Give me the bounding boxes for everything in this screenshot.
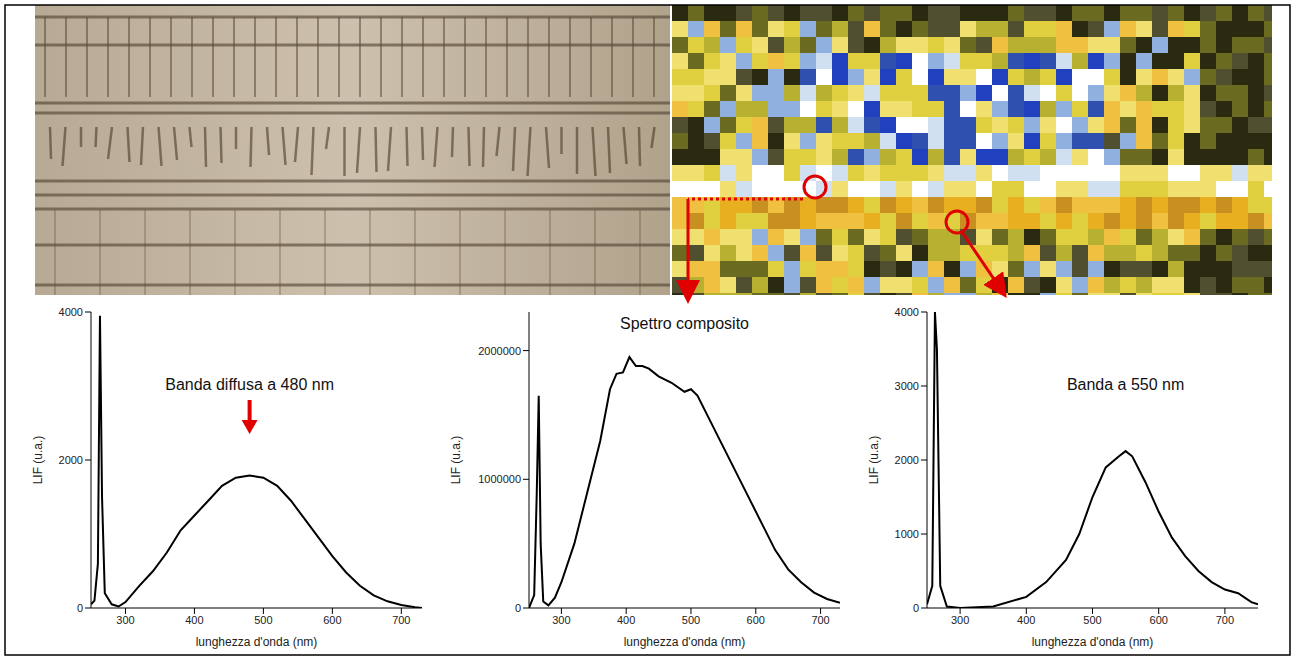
svg-text:500: 500 xyxy=(254,614,272,626)
svg-text:2000: 2000 xyxy=(895,454,919,466)
svg-text:600: 600 xyxy=(1150,614,1168,626)
svg-text:0: 0 xyxy=(515,602,521,614)
svg-text:Spettro composito: Spettro composito xyxy=(620,315,749,332)
svg-text:LIF (u.a.): LIF (u.a.) xyxy=(449,436,463,485)
svg-text:3000: 3000 xyxy=(895,380,919,392)
svg-text:0: 0 xyxy=(77,602,83,614)
svg-text:lunghezza d'onda (nm): lunghezza d'onda (nm) xyxy=(196,635,318,649)
svg-text:400: 400 xyxy=(617,614,635,626)
svg-text:0: 0 xyxy=(913,602,919,614)
svg-text:LIF (u.a.): LIF (u.a.) xyxy=(31,436,45,485)
svg-text:700: 700 xyxy=(1216,614,1234,626)
svg-text:lunghezza d'onda (nm): lunghezza d'onda (nm) xyxy=(1032,635,1154,649)
svg-text:300: 300 xyxy=(552,614,570,626)
svg-text:Banda diffusa a 480 nm: Banda diffusa a 480 nm xyxy=(165,376,334,393)
svg-text:1000000: 1000000 xyxy=(478,473,521,485)
svg-text:2000000: 2000000 xyxy=(478,345,521,357)
svg-text:700: 700 xyxy=(392,614,410,626)
svg-text:Banda a 550 nm: Banda a 550 nm xyxy=(1067,376,1184,393)
svg-text:500: 500 xyxy=(1083,614,1101,626)
svg-text:4000: 4000 xyxy=(895,306,919,318)
svg-text:300: 300 xyxy=(116,614,134,626)
svg-text:4000: 4000 xyxy=(59,306,83,318)
svg-text:LIF (u.a.): LIF (u.a.) xyxy=(867,436,881,485)
svg-text:400: 400 xyxy=(1017,614,1035,626)
svg-text:300: 300 xyxy=(951,614,969,626)
svg-text:2000: 2000 xyxy=(59,454,83,466)
svg-text:400: 400 xyxy=(185,614,203,626)
svg-text:1000: 1000 xyxy=(895,528,919,540)
svg-text:lunghezza d'onda (nm): lunghezza d'onda (nm) xyxy=(624,635,746,649)
svg-text:500: 500 xyxy=(682,614,700,626)
svg-text:600: 600 xyxy=(323,614,341,626)
svg-text:600: 600 xyxy=(747,614,765,626)
svg-text:700: 700 xyxy=(811,614,829,626)
